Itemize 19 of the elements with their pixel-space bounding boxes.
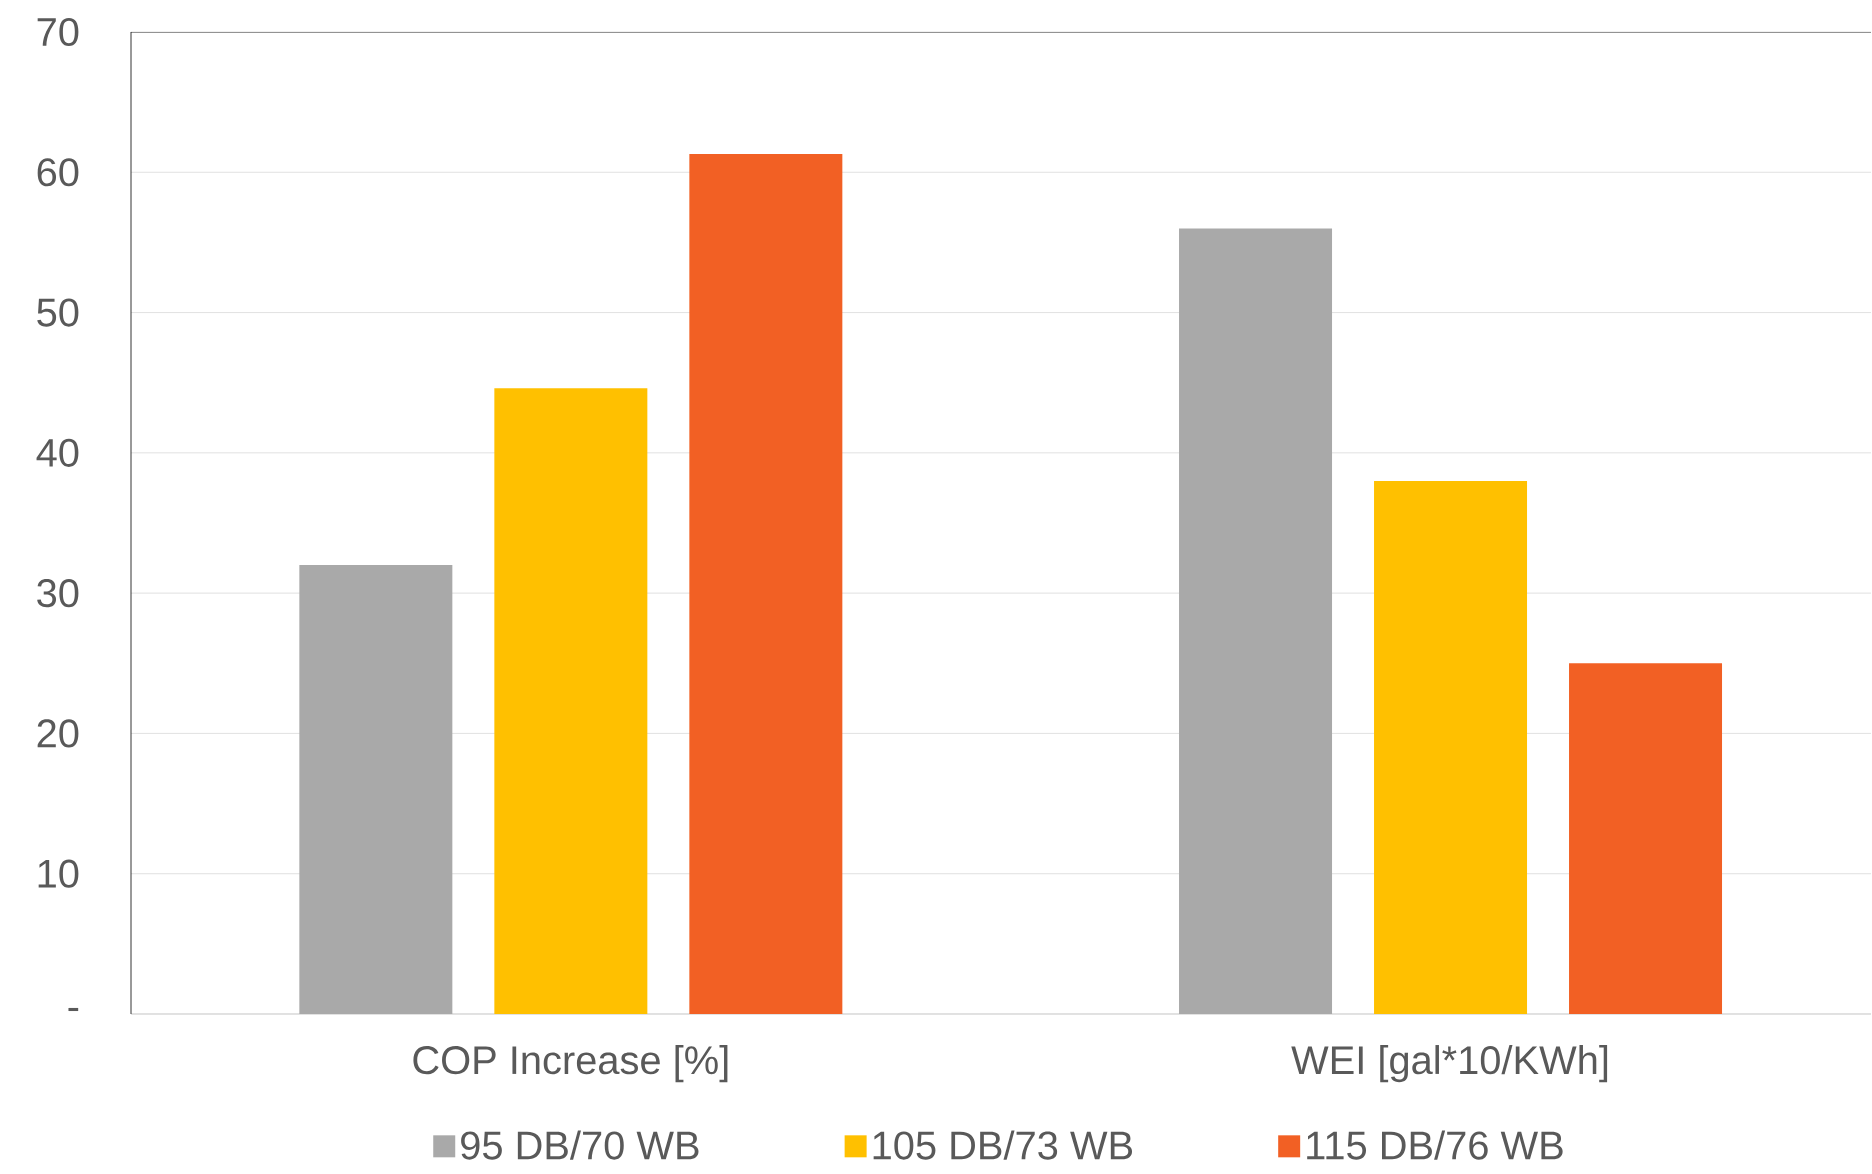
y-tick-label: 10 xyxy=(38,859,79,888)
y-tick-label: 20 xyxy=(37,719,79,748)
x-tick-label: COP Increase [%] xyxy=(413,1045,728,1083)
legend-label: 105 DB/73 WB xyxy=(873,1130,1133,1160)
bar xyxy=(1179,228,1333,1014)
bar xyxy=(494,388,648,1014)
x-tick-label: WEI [gal*10/KWh] xyxy=(1291,1045,1608,1083)
legend-label: 115 DB/76 WB xyxy=(1307,1130,1563,1160)
bar xyxy=(299,565,453,1014)
y-tick-label: 30 xyxy=(37,579,79,608)
y-tick-label: 70 xyxy=(37,17,79,47)
bar xyxy=(1569,663,1723,1014)
bar xyxy=(689,154,843,1014)
y-tick-label: 50 xyxy=(37,298,79,327)
y-tick-label: - xyxy=(68,1007,79,1012)
bar xyxy=(1374,480,1528,1014)
y-tick-label: 40 xyxy=(36,438,79,467)
y-tick-label: 60 xyxy=(37,158,79,187)
legend-label: 95 DB/70 WB xyxy=(461,1130,699,1160)
